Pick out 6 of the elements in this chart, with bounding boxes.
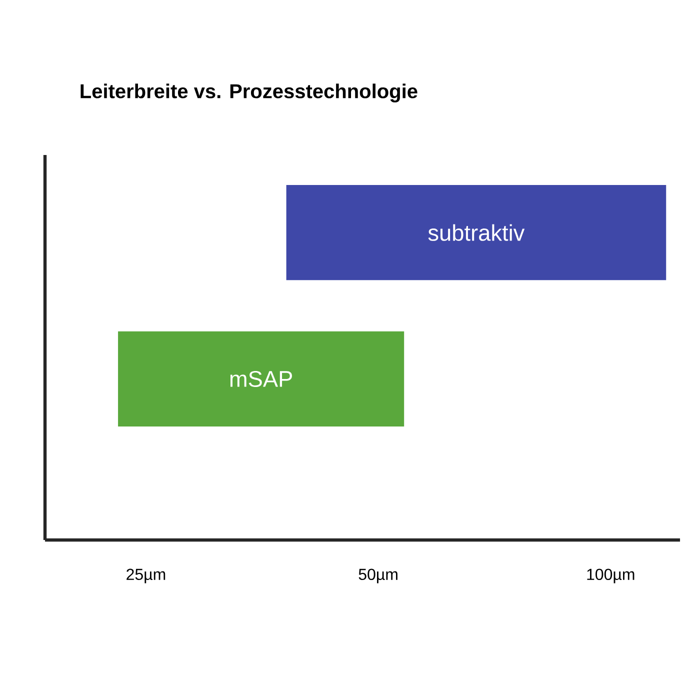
y-tick-label: mSAP xyxy=(230,370,292,388)
x-tick-label: 100µm xyxy=(587,568,634,584)
x-tick-label: 25µm xyxy=(126,568,166,584)
x-tick-label: 50µm xyxy=(358,568,398,584)
y-tick-label: subtraktiv xyxy=(428,224,525,241)
chart-title: Leiterbreite vs. Prozesstechnologie xyxy=(80,84,418,102)
